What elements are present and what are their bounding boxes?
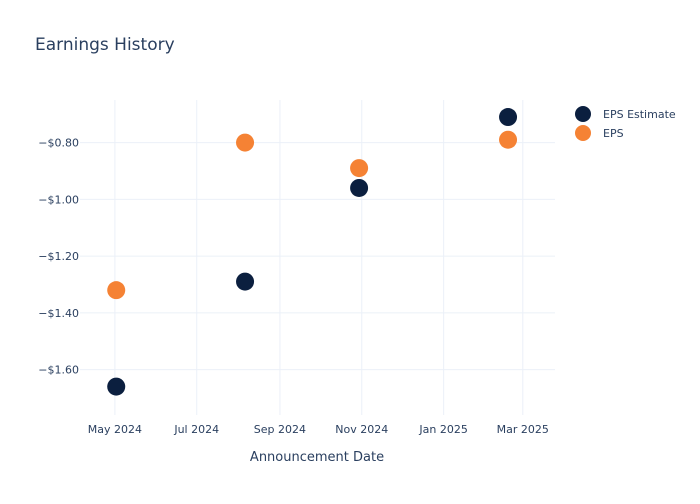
eps-estimate-point	[499, 108, 518, 127]
eps-estimate-point	[107, 377, 126, 396]
x-axis-title: Announcement Date	[250, 450, 384, 465]
eps-point	[107, 281, 126, 300]
x-tick-label: Jan 2025	[418, 423, 467, 436]
eps-point	[499, 130, 518, 149]
legend-label: EPS	[603, 127, 624, 140]
eps-point	[236, 133, 255, 152]
x-tick-label: Nov 2024	[335, 423, 388, 436]
x-tick-label: Sep 2024	[254, 423, 306, 436]
eps-point	[350, 159, 369, 178]
chart-title: Earnings History	[35, 35, 175, 55]
x-tick-label: Jul 2024	[173, 423, 219, 436]
y-tick-label: −$0.80	[38, 137, 79, 150]
legend-label: EPS Estimate	[603, 108, 676, 121]
eps-estimate-point	[236, 272, 255, 291]
legend: EPS Estimate EPS	[575, 106, 676, 141]
axes: May 2024 Jul 2024 Sep 2024 Nov 2024 Jan 2025…	[38, 137, 549, 436]
y-tick-label: −$1.60	[38, 364, 79, 377]
legend-marker	[575, 125, 591, 141]
legend-marker	[575, 106, 591, 122]
y-tick-label: −$1.20	[38, 250, 79, 263]
x-tick-label: Mar 2025	[497, 423, 549, 436]
y-tick-label: −$1.00	[38, 193, 79, 206]
grid-lines	[80, 100, 555, 415]
y-tick-label: −$1.40	[38, 307, 79, 320]
eps-estimate-point	[350, 178, 369, 197]
data-points	[107, 108, 518, 396]
x-tick-label: May 2024	[88, 423, 142, 436]
